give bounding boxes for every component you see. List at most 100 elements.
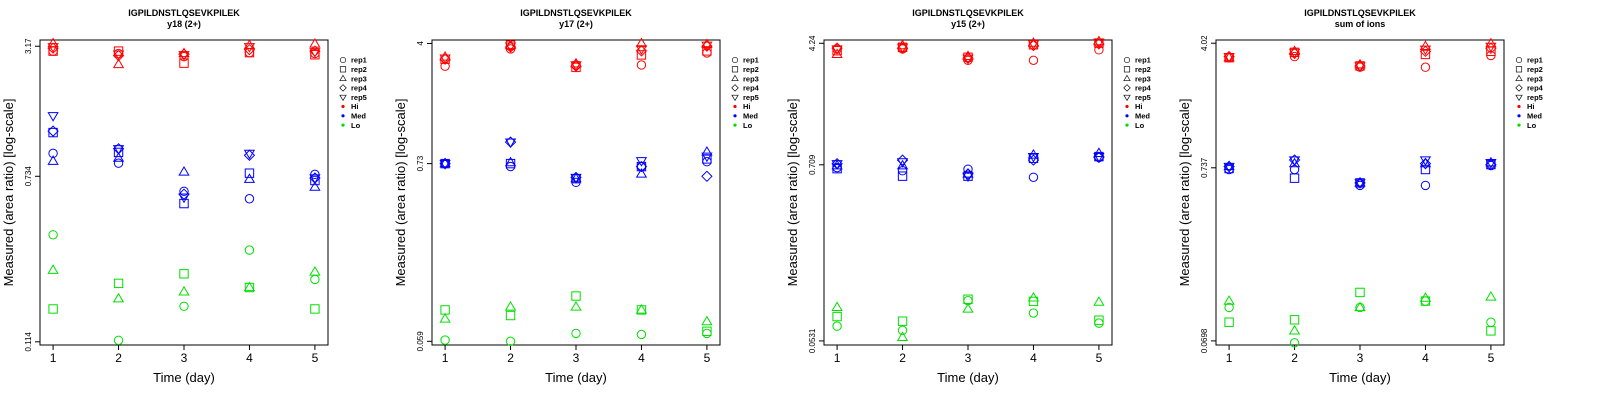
data-point xyxy=(113,158,124,168)
data-point xyxy=(701,315,713,326)
data-point xyxy=(570,61,582,71)
data-point xyxy=(504,300,517,311)
legend-symbol-rep3 xyxy=(1515,74,1523,81)
series-hi-rep5 xyxy=(831,38,1105,65)
data-point xyxy=(309,38,321,48)
series-med-rep5 xyxy=(47,112,321,204)
legend-label: Hi xyxy=(351,102,359,111)
legend-symbol-rep2 xyxy=(1515,66,1523,73)
data-point xyxy=(112,152,125,162)
data-point xyxy=(832,311,842,322)
data-point xyxy=(831,301,843,312)
data-point xyxy=(1419,292,1432,302)
series-hi-rep2 xyxy=(1224,46,1496,71)
legend-label: Med xyxy=(1135,112,1150,121)
chart-title: IGPILDNSTLQSEVKPILEK xyxy=(1304,8,1416,18)
series-hi-rep5 xyxy=(439,41,713,71)
data-point xyxy=(504,42,517,53)
data-point xyxy=(896,331,909,341)
data-point xyxy=(47,125,59,137)
legend-symbol-rep4 xyxy=(731,84,739,92)
legend-dot-lo xyxy=(1517,123,1521,127)
y-tick-label: 0.0698 xyxy=(1200,328,1209,353)
data-point xyxy=(112,50,125,61)
legend-dot-med xyxy=(1125,114,1129,118)
y-tick-label: 4.24 xyxy=(808,35,817,51)
data-point xyxy=(896,158,909,168)
data-point xyxy=(47,37,59,48)
data-point xyxy=(439,51,451,61)
y-tick-label: 0.737 xyxy=(1200,157,1209,178)
series-lo-rep1 xyxy=(1224,296,1496,348)
data-point xyxy=(1419,40,1432,51)
legend-label: rep2 xyxy=(1135,65,1151,74)
legend-label: Med xyxy=(743,112,758,121)
data-point xyxy=(570,173,582,184)
chart-subtitle: y15 (2+) xyxy=(951,19,985,29)
series-med-rep4 xyxy=(439,136,713,184)
legend-symbol-rep5 xyxy=(1123,94,1131,102)
data-point xyxy=(962,54,974,65)
data-point xyxy=(831,48,843,59)
series-med-rep2 xyxy=(832,151,1104,181)
legend-label: Hi xyxy=(743,102,751,111)
data-point xyxy=(112,145,125,155)
legend-symbol-rep3 xyxy=(731,74,739,81)
data-point xyxy=(309,174,321,184)
data-point xyxy=(47,155,59,165)
data-point xyxy=(1093,296,1105,306)
data-point xyxy=(1093,35,1105,46)
y-axis-label: Measured (area ratio) [log-scale] xyxy=(1177,99,1192,287)
legend-label: rep1 xyxy=(351,56,367,65)
data-point xyxy=(1485,159,1497,169)
legend-label: rep3 xyxy=(1527,74,1543,83)
data-point xyxy=(1093,147,1105,157)
y-tick-label: 0.114 xyxy=(24,332,33,352)
series-lo-rep3 xyxy=(831,291,1105,341)
data-point xyxy=(112,292,125,303)
data-point xyxy=(178,51,190,61)
data-point xyxy=(832,321,842,331)
legend-dot-med xyxy=(1517,114,1521,118)
data-point xyxy=(179,198,189,209)
legend-label: rep1 xyxy=(1135,56,1151,65)
data-point xyxy=(1419,45,1432,58)
legend-label: Lo xyxy=(1527,121,1537,130)
data-point xyxy=(1354,62,1366,72)
data-point xyxy=(1420,62,1431,72)
legend-dot-lo xyxy=(1125,123,1129,127)
data-point xyxy=(1027,154,1040,166)
data-point xyxy=(1224,317,1234,327)
data-point xyxy=(1027,291,1040,302)
legend-label: rep4 xyxy=(351,84,368,93)
legend-dot-hi xyxy=(733,104,737,109)
series-med-rep5 xyxy=(831,152,1105,183)
data-point xyxy=(309,266,321,276)
data-point xyxy=(636,329,647,340)
data-point xyxy=(896,159,909,170)
data-point xyxy=(635,160,648,173)
data-point xyxy=(1027,37,1040,47)
data-point xyxy=(896,43,909,54)
series-lo-rep2 xyxy=(440,291,712,336)
legend-symbol-rep2 xyxy=(339,66,347,73)
legend-dot-hi xyxy=(1125,104,1129,109)
data-point xyxy=(47,264,59,274)
data-point xyxy=(440,335,450,345)
series-hi-rep2 xyxy=(832,38,1104,62)
data-point xyxy=(897,325,908,336)
data-point xyxy=(439,157,451,168)
legend-label: rep1 xyxy=(1527,56,1543,65)
data-point xyxy=(635,45,648,55)
legend-symbol-rep2 xyxy=(1123,66,1131,73)
data-point xyxy=(897,171,908,181)
data-point xyxy=(1289,315,1300,325)
data-point xyxy=(897,316,908,326)
data-point xyxy=(1223,162,1235,173)
legend-symbol-rep1 xyxy=(1515,56,1523,64)
data-point xyxy=(571,328,581,339)
legend-label: Lo xyxy=(351,121,361,130)
